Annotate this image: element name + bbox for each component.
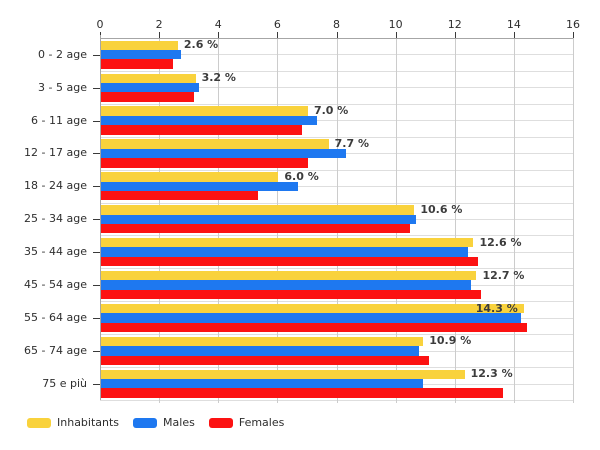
bar-males-6-11-age: [101, 115, 317, 126]
vertical-gridline: [454, 38, 456, 403]
value-label: 10.6 %: [420, 202, 463, 216]
value-label: 2.6 %: [183, 38, 219, 52]
value-label: 10.9 %: [429, 334, 472, 348]
bar-females-3-5-age: [101, 92, 195, 102]
category-tick: [93, 120, 100, 122]
category-tick: [93, 383, 100, 385]
category-label: 65 - 74 age: [24, 343, 87, 357]
category-tick: [93, 87, 100, 89]
legend-swatch-males: [133, 417, 158, 428]
x-axis-tick: [159, 32, 161, 38]
x-axis-line: [100, 38, 573, 39]
category-label: 0 - 2 age: [38, 47, 87, 61]
bar-males-45-54-age: [101, 280, 471, 290]
bar-females-6-11-age: [101, 125, 303, 135]
bar-males-55-64-age: [101, 313, 521, 323]
category-label: 25 - 34 age: [24, 212, 87, 226]
category-tick: [93, 54, 100, 56]
category-label: 18 - 24 age: [24, 179, 87, 193]
x-axis-tick: [395, 32, 397, 38]
bar-inhabitants-65-74-age: [101, 336, 424, 347]
category-label: 6 - 11 age: [31, 113, 87, 127]
x-axis-tick-label: 14: [506, 18, 521, 31]
bar-females-0-2-age: [101, 59, 174, 69]
bar-inhabitants-3-5-age: [101, 73, 196, 83]
bar-inhabitants-55-64-age: [101, 303, 524, 314]
category-label: 3 - 5 age: [38, 80, 87, 94]
value-label: 7.7 %: [334, 137, 369, 151]
x-axis-tick-label: 6: [273, 18, 281, 31]
bar-males-12-17-age: [101, 148, 347, 159]
category-tick: [93, 186, 100, 188]
value-label: 12.6 %: [479, 235, 522, 249]
bar-females-25-34-age: [101, 223, 410, 234]
bar-males-75-e-pi: [101, 379, 424, 389]
bar-females-45-54-age: [101, 289, 481, 300]
value-label: 7.0 %: [313, 104, 349, 118]
y-axis-line: [100, 35, 101, 400]
value-label: 6.0 %: [284, 169, 319, 183]
bar-females-65-74-age: [101, 355, 430, 365]
bar-inhabitants-6-11-age: [101, 106, 308, 116]
bar-females-12-17-age: [101, 158, 308, 168]
category-label: 45 - 54 age: [24, 278, 87, 292]
x-axis-tick-label: 16: [566, 18, 580, 31]
legend-item-males[interactable]: Males: [133, 416, 195, 429]
x-axis-tick-label: 8: [333, 18, 340, 31]
x-axis-tick: [218, 32, 220, 38]
x-axis-tick-label: 4: [214, 18, 222, 31]
value-label: 12.7 %: [482, 268, 525, 282]
category-tick: [93, 252, 100, 254]
x-axis-tick: [454, 32, 456, 38]
category-tick: [93, 219, 100, 221]
bar-females-18-24-age: [101, 191, 258, 201]
bar-males-25-34-age: [101, 214, 416, 224]
vertical-gridline: [513, 38, 515, 403]
legend-swatch-inhabitants: [27, 417, 51, 428]
bar-males-3-5-age: [101, 82, 199, 93]
x-axis-tick-label: 12: [447, 18, 462, 31]
bar-females-35-44-age: [101, 256, 478, 267]
chart-legend: Inhabitants Males Females: [27, 416, 284, 429]
value-label: 3.2 %: [201, 71, 236, 85]
bar-inhabitants-0-2-age: [101, 40, 178, 50]
bar-males-0-2-age: [101, 50, 181, 60]
x-axis-tick: [573, 32, 574, 38]
category-tick: [93, 285, 100, 287]
bar-females-55-64-age: [101, 322, 527, 333]
category-label: 12 - 17 age: [24, 146, 87, 160]
x-axis-tick: [277, 32, 279, 38]
legend-label: Males: [163, 416, 195, 429]
x-axis-tick: [336, 32, 338, 38]
bar-females-75-e-pi: [101, 388, 504, 398]
category-tick: [93, 317, 100, 319]
bar-inhabitants-75-e-pi: [101, 369, 465, 380]
legend-label: Females: [238, 416, 285, 429]
bar-males-18-24-age: [101, 181, 298, 192]
x-axis-tick-label: 10: [388, 18, 403, 31]
bar-males-35-44-age: [101, 247, 468, 257]
bar-inhabitants-12-17-age: [101, 139, 329, 149]
vertical-gridline: [573, 38, 574, 403]
category-tick: [93, 350, 100, 352]
value-label: 12.3 %: [470, 367, 513, 381]
x-axis-tick-label: 2: [155, 18, 163, 31]
category-label: 55 - 64 age: [24, 310, 87, 324]
bar-inhabitants-35-44-age: [101, 238, 474, 248]
x-axis-tick: [513, 32, 515, 38]
legend-label: Inhabitants: [57, 416, 120, 429]
value-label: 14.3 %: [475, 301, 518, 315]
bar-inhabitants-45-54-age: [101, 270, 477, 281]
legend-item-inhabitants[interactable]: Inhabitants: [27, 416, 119, 429]
bar-males-65-74-age: [101, 346, 419, 356]
legend-swatch-females: [208, 417, 233, 428]
x-axis-tick-label: 0: [96, 18, 104, 31]
category-tick: [93, 153, 100, 155]
category-label: 35 - 44 age: [24, 245, 87, 259]
category-label: 75 e più: [42, 376, 87, 390]
legend-item-females[interactable]: Females: [208, 416, 285, 429]
bar-inhabitants-18-24-age: [101, 172, 279, 182]
bar-inhabitants-25-34-age: [101, 205, 415, 215]
